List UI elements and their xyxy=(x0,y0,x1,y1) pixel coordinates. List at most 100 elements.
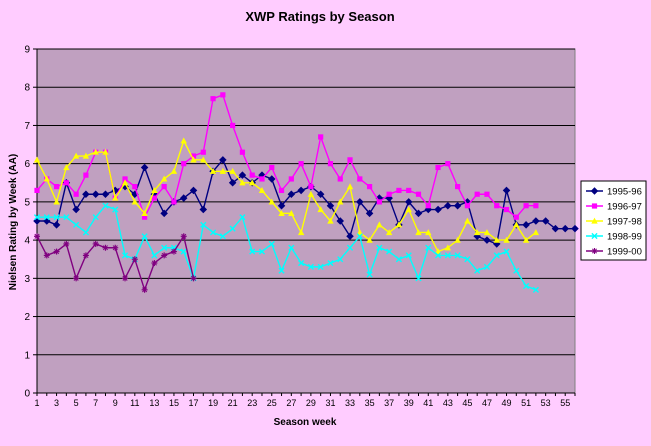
y-tick-label: 4 xyxy=(24,236,30,247)
marker-stroke xyxy=(307,263,314,270)
data-point xyxy=(72,205,80,214)
data-point xyxy=(434,252,442,259)
series-1998-99 xyxy=(33,202,539,293)
marker-stroke xyxy=(112,245,118,251)
data-point xyxy=(170,248,177,255)
marker-stroke xyxy=(53,214,60,221)
marker-stroke xyxy=(591,248,598,254)
data-point xyxy=(63,214,70,221)
data-point xyxy=(357,176,363,182)
data-point xyxy=(63,180,69,186)
data-point xyxy=(483,263,491,270)
x-tick-label: 37 xyxy=(384,398,394,408)
data-point xyxy=(445,161,451,167)
marker-stroke xyxy=(63,241,69,247)
data-point xyxy=(112,244,119,251)
data-point xyxy=(415,229,422,236)
x-tick-label: 41 xyxy=(423,398,433,408)
data-point xyxy=(395,256,403,263)
data-point xyxy=(287,190,296,199)
data-point xyxy=(53,248,60,255)
data-point xyxy=(82,190,90,199)
data-point xyxy=(386,191,392,197)
marker-stroke xyxy=(43,214,50,221)
data-point xyxy=(53,214,60,221)
legend-label: 1999-00 xyxy=(607,247,642,258)
series-1997-98 xyxy=(33,137,540,255)
data-point xyxy=(102,148,109,155)
data-point xyxy=(277,201,286,210)
data-point xyxy=(317,206,324,213)
data-point xyxy=(278,209,285,216)
marker-stroke xyxy=(190,275,197,281)
data-point xyxy=(464,217,471,224)
data-point xyxy=(179,194,188,202)
x-tick-label: 5 xyxy=(74,398,79,408)
marker-stroke xyxy=(102,202,109,209)
x-tick-label: 23 xyxy=(247,398,257,408)
data-point xyxy=(376,221,383,228)
x-tick-label: 3 xyxy=(54,398,59,408)
data-point xyxy=(317,263,324,270)
x-tick-label: 9 xyxy=(113,398,118,408)
marker-stroke xyxy=(92,214,99,221)
data-point xyxy=(316,190,325,199)
marker-stroke xyxy=(522,282,530,290)
y-tick-label: 3 xyxy=(24,274,30,285)
data-point xyxy=(425,244,432,251)
marker-stroke xyxy=(483,263,491,270)
data-point xyxy=(209,167,217,174)
data-point xyxy=(435,164,441,171)
data-point xyxy=(513,267,520,274)
data-point xyxy=(151,260,158,267)
data-point xyxy=(453,201,462,210)
data-point xyxy=(455,184,461,190)
x-tick-label: 49 xyxy=(502,398,512,408)
data-point xyxy=(82,252,89,259)
marker-stroke xyxy=(112,206,119,213)
data-point xyxy=(337,176,343,182)
legend-item: 1996-97 xyxy=(586,202,642,213)
data-point xyxy=(523,203,529,209)
marker-stroke xyxy=(73,221,80,228)
y-tick-label: 7 xyxy=(24,121,30,132)
data-point xyxy=(249,248,256,255)
marker-stroke xyxy=(33,214,41,221)
marker-stroke xyxy=(54,249,60,255)
data-point xyxy=(337,198,344,205)
marker-stroke xyxy=(503,248,510,255)
data-point xyxy=(199,205,208,214)
marker-stroke xyxy=(181,233,187,239)
data-point xyxy=(122,176,128,182)
marker-stroke xyxy=(454,252,461,259)
data-point xyxy=(63,240,70,247)
data-point xyxy=(473,229,481,236)
data-point xyxy=(190,156,197,163)
data-point xyxy=(288,176,294,182)
marker-stroke xyxy=(464,256,471,263)
data-point xyxy=(434,205,442,214)
x-tick-label: 45 xyxy=(462,398,472,408)
data-point xyxy=(101,190,110,199)
marker-stroke xyxy=(171,249,177,255)
x-tick-label: 13 xyxy=(149,398,159,408)
x-tick-label: 27 xyxy=(286,398,296,408)
data-point xyxy=(131,256,138,263)
x-tick-label: 17 xyxy=(189,398,199,408)
data-point xyxy=(228,179,237,187)
x-tick-label: 29 xyxy=(306,398,316,408)
data-point xyxy=(541,217,550,225)
marker-stroke xyxy=(200,221,207,228)
data-point xyxy=(190,153,197,159)
data-point xyxy=(474,191,480,197)
x-tick-label: 35 xyxy=(365,398,375,408)
marker-stroke xyxy=(366,271,373,278)
marker-stroke xyxy=(317,263,324,270)
data-point xyxy=(454,236,461,243)
data-point xyxy=(405,206,412,213)
data-point xyxy=(229,225,236,232)
data-point xyxy=(268,198,275,205)
marker-stroke xyxy=(532,286,539,293)
data-point xyxy=(533,203,539,209)
data-point xyxy=(288,209,295,216)
